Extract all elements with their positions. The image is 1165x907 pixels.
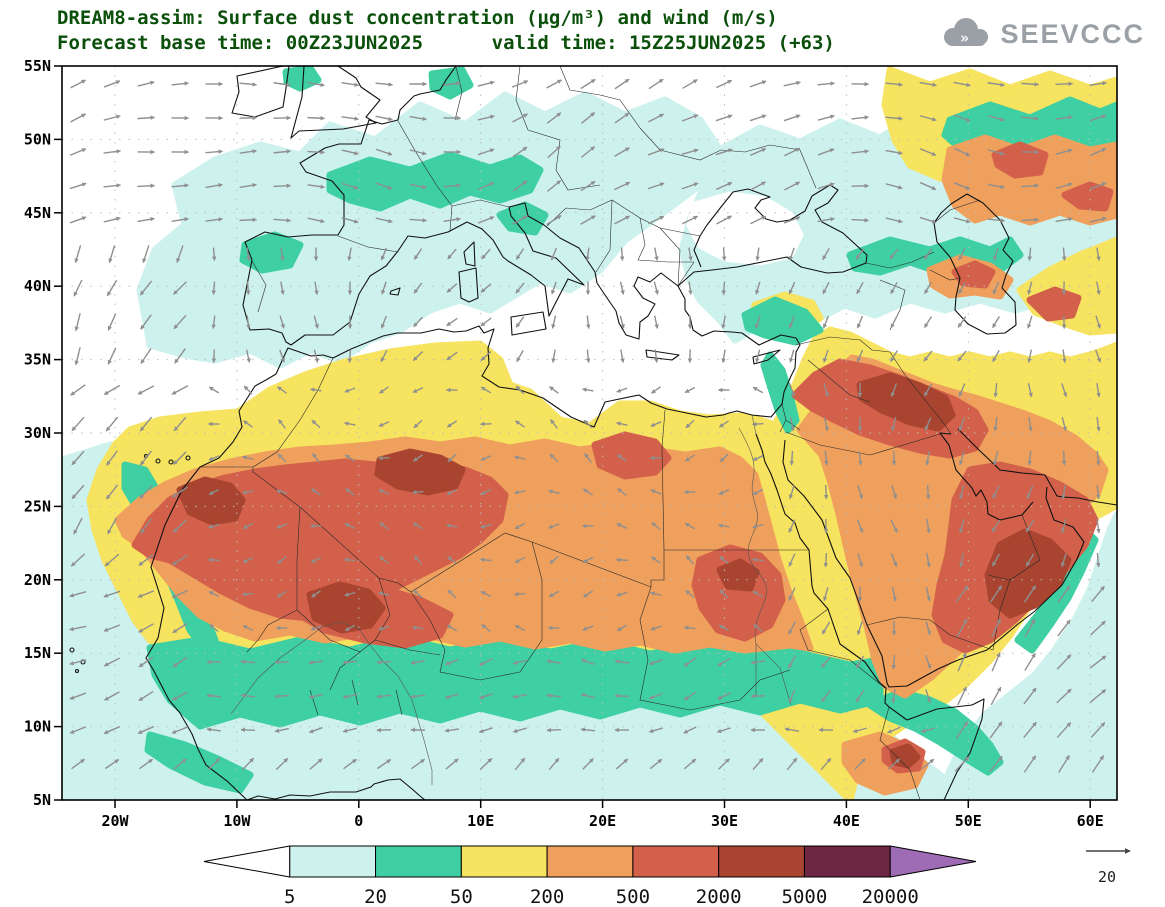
svg-text:20: 20 [364, 886, 387, 907]
seevccc-logo: » SEEVCCC [939, 16, 1145, 52]
svg-text:30N: 30N [24, 424, 51, 442]
dust-fill-layer [62, 66, 1117, 800]
svg-text:35N: 35N [24, 351, 51, 369]
coastlines [69, 66, 1117, 800]
svg-text:15N: 15N [24, 644, 51, 662]
svg-text:40N: 40N [24, 277, 51, 295]
svg-text:50E: 50E [955, 812, 982, 830]
colorbar [203, 845, 977, 878]
svg-text:20E: 20E [589, 812, 616, 830]
svg-text:25N: 25N [24, 497, 51, 515]
svg-text:60E: 60E [1077, 812, 1104, 830]
svg-text:45N: 45N [24, 204, 51, 222]
page-title: DREAM8-assim: Surface dust concentration… [57, 7, 778, 29]
svg-text:200: 200 [530, 886, 564, 907]
svg-text:10E: 10E [467, 812, 494, 830]
svg-text:20W: 20W [101, 812, 129, 830]
country-borders [200, 66, 1041, 800]
reference-wind-arrow: 20 [1086, 848, 1131, 886]
svg-text:40E: 40E [833, 812, 860, 830]
svg-text:5N: 5N [33, 791, 51, 809]
reference-wind-value: 20 [1098, 868, 1116, 886]
svg-text:5: 5 [284, 886, 295, 907]
svg-text:50: 50 [450, 886, 473, 907]
svg-text:2000: 2000 [696, 886, 742, 907]
svg-text:55N: 55N [24, 57, 51, 75]
page-subtitle: Forecast base time: 00Z23JUN2025 valid t… [57, 32, 835, 54]
svg-text:20000: 20000 [862, 886, 919, 907]
svg-text:10N: 10N [24, 718, 51, 736]
logo-glyph: » [960, 29, 969, 47]
logo-text: SEEVCCC [1000, 18, 1145, 49]
svg-text:500: 500 [616, 886, 650, 907]
svg-text:30E: 30E [711, 812, 738, 830]
svg-text:50N: 50N [24, 130, 51, 148]
svg-text:0: 0 [354, 812, 363, 830]
axis-labels: 55N 50N 45N 40N 35N 30N 25N 20N 15N 10N 5N 20W 10W 0 1… [24, 57, 1104, 830]
svg-text:10W: 10W [223, 812, 251, 830]
cloud-icon: » [944, 18, 989, 47]
wind-arrows-layer [69, 78, 1107, 773]
colorbar-labels: 5 20 50 200 500 2000 5000 20000 [284, 886, 919, 907]
svg-text:5000: 5000 [782, 886, 828, 907]
svg-text:20N: 20N [24, 571, 51, 589]
